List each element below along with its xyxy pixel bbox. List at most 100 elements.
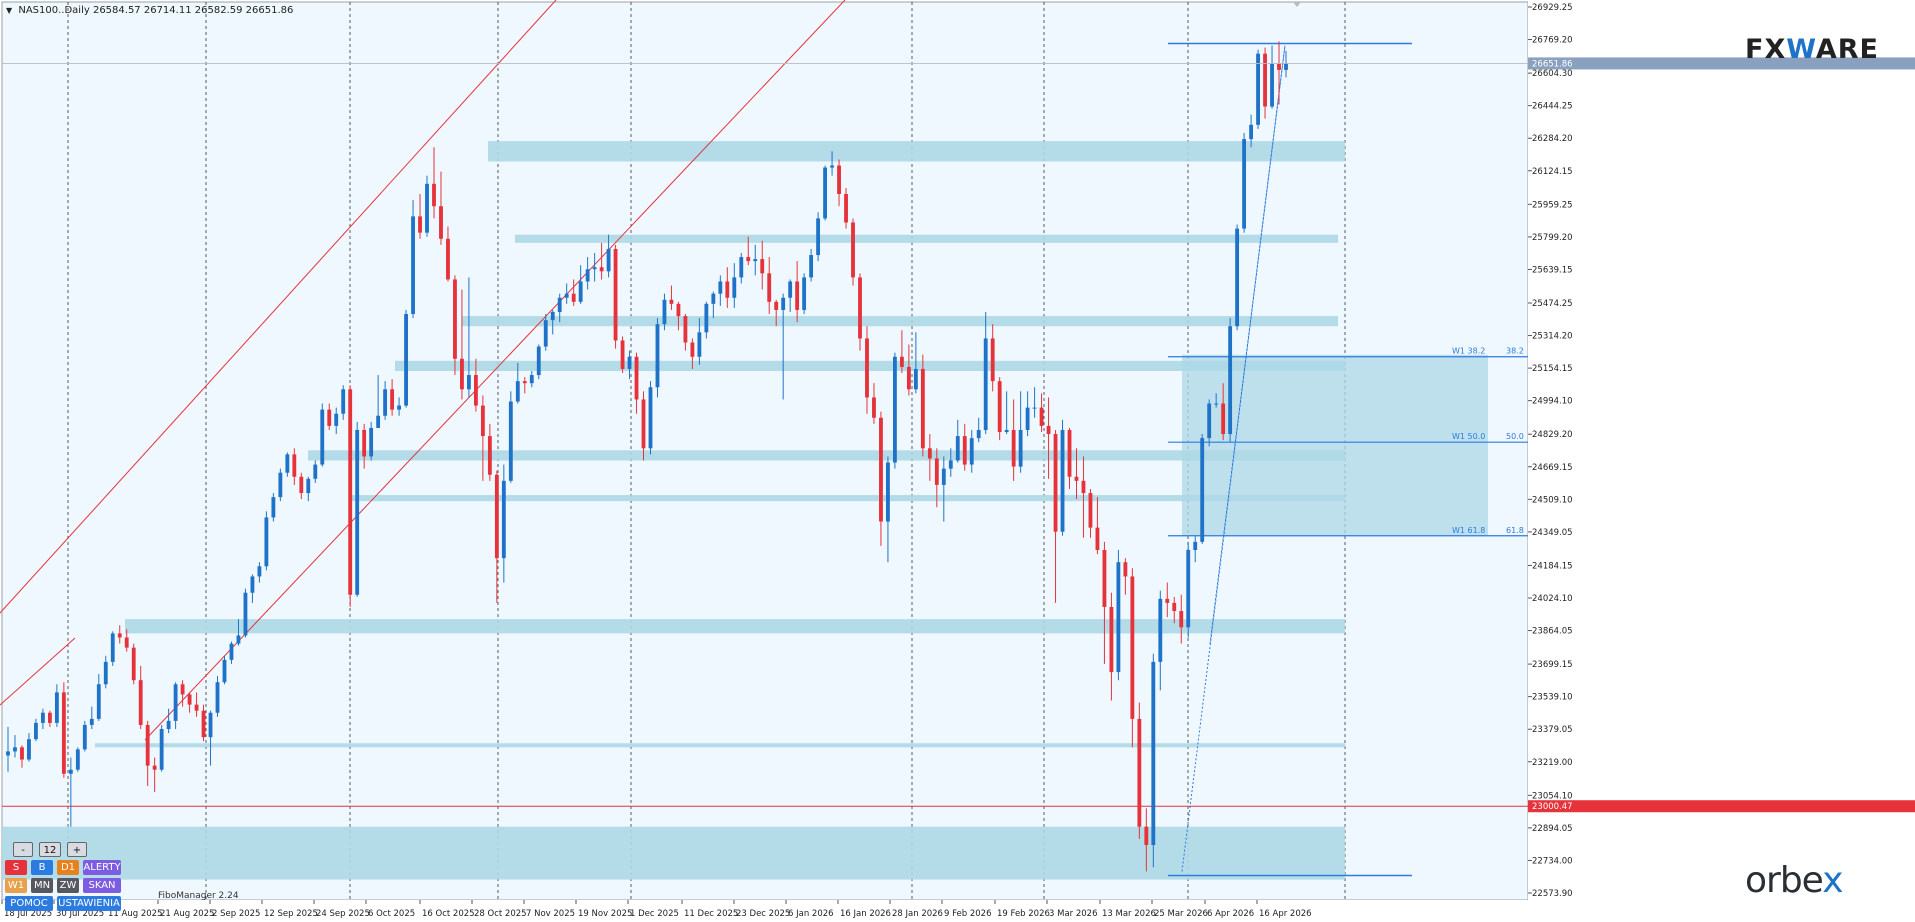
date-tick-label: 12 Sep 2025 (264, 909, 318, 919)
d1-button[interactable]: D1 (57, 860, 79, 875)
w1-button[interactable]: W1 (5, 878, 27, 893)
candle-body (96, 684, 101, 719)
candle-body (774, 301, 779, 310)
price-tick-label: 25799.20 (1532, 233, 1573, 243)
candle-body (1235, 228, 1240, 327)
price-tick-label: 23054.10 (1532, 791, 1573, 801)
decrease-button[interactable]: - (13, 842, 33, 857)
date-tick-label: 23 Dec 2025 (736, 909, 790, 919)
price-tick-label: 26769.20 (1532, 36, 1573, 46)
scan-button[interactable]: SKAN (83, 878, 121, 893)
candle-body (1088, 493, 1093, 528)
zone-rect (125, 619, 1345, 634)
candle-body (1144, 826, 1149, 845)
date-tick-label: 11 Dec 2025 (684, 909, 738, 919)
candle-body (1277, 63, 1281, 70)
candle-body (529, 375, 534, 384)
candle-body (432, 183, 436, 207)
price-tick-label: 22573.90 (1532, 889, 1573, 899)
candle-body (110, 633, 115, 662)
candle-body (34, 722, 38, 740)
candle-body (669, 299, 674, 304)
period-value[interactable]: 12 (39, 842, 61, 857)
candle-body (341, 389, 346, 414)
candle-body (522, 381, 527, 384)
fib-ratio: 50.0 (1506, 432, 1524, 441)
candle-body (1130, 576, 1135, 719)
candle-body (222, 659, 227, 683)
candle-body (613, 248, 618, 341)
candle-body (543, 320, 548, 347)
date-tick-label: 25 Mar 2026 (1154, 909, 1208, 919)
candle-body (990, 338, 995, 382)
candle-body (173, 684, 178, 721)
last-price-label: 26651.86 (1532, 59, 1573, 69)
candle-body (920, 368, 925, 449)
candle-body (411, 216, 415, 315)
price-tick-label: 26284.20 (1532, 134, 1573, 144)
support-price-label: 23000.47 (1532, 802, 1573, 812)
candle-body (1270, 63, 1274, 107)
candle-body (795, 281, 800, 310)
candle-body (117, 633, 122, 638)
candle-body (962, 436, 967, 465)
candle-body (362, 429, 367, 457)
zw-button[interactable]: ZW (57, 878, 79, 893)
alerts-button[interactable]: ALERTY (83, 860, 121, 875)
fxware-logo: FXWARE (1745, 34, 1879, 65)
candle-body (536, 346, 541, 376)
candle-body (1109, 606, 1114, 673)
candle-body (1221, 403, 1226, 435)
candle-body (655, 324, 660, 388)
support-price-badge (1528, 800, 1915, 813)
candle-body (1207, 403, 1212, 439)
price-tick-label: 24829.20 (1532, 430, 1573, 440)
candle-body (767, 273, 772, 302)
zone-rect (488, 141, 1345, 162)
date-tick-label: 28 Oct 2025 (474, 909, 527, 919)
sell-button[interactable]: S (5, 860, 27, 875)
candle-body (40, 712, 45, 723)
zone-rect (308, 450, 1345, 461)
settings-button[interactable]: USTAWIENIA (57, 896, 121, 911)
price-tick-label: 23219.00 (1532, 758, 1573, 768)
date-tick-label: 1 Dec 2025 (630, 909, 679, 919)
mn-button[interactable]: MN (31, 878, 53, 893)
candle-body (404, 314, 408, 406)
candle-body (1025, 407, 1030, 430)
candle-body (229, 643, 234, 660)
zone-rect (2, 826, 1345, 880)
price-tick-label: 24349.05 (1532, 528, 1573, 538)
date-tick-label: 11 Aug 2025 (108, 909, 162, 919)
help-button[interactable]: POMOC (5, 896, 53, 911)
increase-button[interactable]: + (67, 842, 87, 857)
zone-rect (352, 495, 1345, 502)
candle-body (627, 356, 632, 369)
date-tick-label: 16 Apr 2026 (1259, 909, 1312, 919)
buy-button[interactable]: B (31, 860, 53, 875)
price-tick-label: 24994.10 (1532, 397, 1573, 407)
collapse-triangle-icon[interactable]: ▼ (6, 6, 13, 15)
candle-body (1228, 326, 1233, 435)
candle-body (1158, 598, 1163, 662)
candle-body (306, 478, 311, 494)
candle-body (557, 297, 562, 312)
candle-body (1263, 53, 1267, 107)
candle-body (676, 303, 681, 317)
candle-body (1284, 63, 1288, 70)
candle-body (983, 338, 988, 430)
fib-label: W1 38.2 (1452, 347, 1485, 356)
candle-body (1200, 438, 1205, 542)
candle-body (453, 279, 457, 359)
candle-body (823, 167, 828, 219)
candle-body (788, 281, 793, 298)
candle-body (711, 293, 716, 304)
candle-body (180, 684, 185, 695)
candle-body (851, 222, 855, 278)
fib-ratio: 38.2 (1506, 347, 1524, 356)
candle-body (348, 389, 353, 595)
candle-body (606, 248, 611, 272)
candle-body (515, 381, 520, 402)
